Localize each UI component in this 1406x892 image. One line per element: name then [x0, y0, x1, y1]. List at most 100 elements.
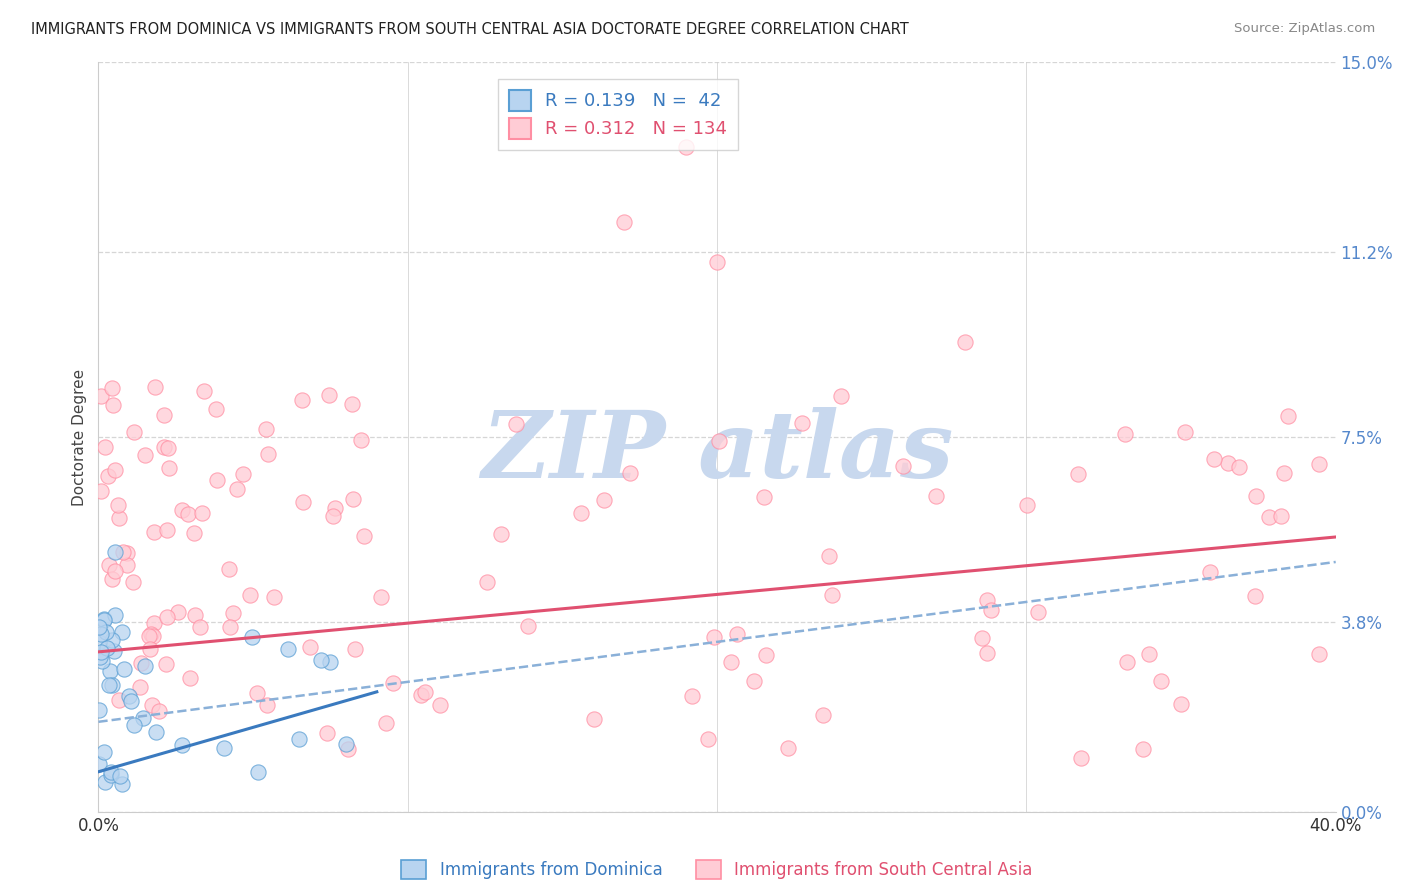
Point [90, 484, 112, 499]
Point [122, 718, 145, 732]
Point [107, 498, 129, 512]
Point [1227, 459, 1250, 474]
Point [813, 708, 835, 723]
Point [1067, 467, 1090, 481]
Point [97, 678, 120, 692]
Point [1015, 498, 1038, 512]
Point [100, 381, 122, 395]
Point [90, 389, 112, 403]
Point [143, 616, 166, 631]
Point [87, 634, 110, 648]
Point [108, 511, 131, 525]
Point [613, 215, 636, 229]
Point [179, 671, 201, 685]
Point [429, 698, 451, 712]
Point [830, 389, 852, 403]
Point [120, 693, 142, 707]
Point [299, 640, 322, 655]
Point [139, 641, 162, 656]
Point [703, 630, 725, 644]
Point [1150, 673, 1173, 688]
Point [138, 629, 160, 643]
Point [128, 681, 150, 695]
Point [93, 612, 115, 626]
Point [89, 649, 111, 664]
Point [619, 466, 641, 480]
Point [100, 633, 122, 648]
Point [291, 392, 314, 407]
Point [142, 629, 165, 643]
Point [221, 606, 243, 620]
Point [277, 642, 299, 657]
Point [93, 745, 115, 759]
Point [254, 422, 277, 436]
Point [1218, 456, 1240, 470]
Point [141, 698, 163, 713]
Point [891, 459, 914, 474]
Point [212, 741, 235, 756]
Point [582, 712, 605, 726]
Point [112, 662, 135, 676]
Point [322, 509, 344, 524]
Point [104, 607, 127, 622]
Point [152, 408, 174, 422]
Point [1115, 655, 1137, 669]
Point [183, 526, 205, 541]
Point [101, 398, 124, 412]
Point [246, 686, 269, 700]
Point [776, 740, 799, 755]
Point [1174, 425, 1197, 439]
Point [100, 765, 122, 780]
Point [148, 704, 170, 718]
Point [821, 588, 844, 602]
Point [90, 654, 112, 668]
Point [980, 603, 1002, 617]
Point [1277, 409, 1299, 424]
Point [103, 463, 125, 477]
Point [94, 440, 117, 454]
Point [101, 678, 124, 692]
Point [375, 716, 398, 731]
Point [1244, 589, 1267, 603]
Point [172, 502, 194, 516]
Point [157, 461, 180, 475]
Point [96, 640, 118, 655]
Point [110, 768, 132, 782]
Point [232, 467, 254, 481]
Point [706, 255, 728, 269]
Point [342, 491, 364, 506]
Point [118, 689, 141, 703]
Point [188, 620, 211, 634]
Point [1026, 605, 1049, 619]
Point [292, 495, 315, 509]
Point [382, 676, 405, 690]
Point [1114, 426, 1136, 441]
Point [288, 731, 311, 746]
Point [89, 756, 111, 771]
Point [122, 425, 145, 440]
Point [1258, 510, 1281, 524]
Point [115, 558, 138, 573]
Point [1244, 489, 1267, 503]
Point [115, 546, 138, 560]
Point [134, 658, 156, 673]
Point [184, 608, 207, 623]
Point [89, 619, 111, 633]
Point [100, 768, 122, 782]
Point [155, 657, 177, 671]
Point [205, 401, 228, 416]
Point [505, 417, 527, 432]
Point [218, 620, 240, 634]
Text: IMMIGRANTS FROM DOMINICA VS IMMIGRANTS FROM SOUTH CENTRAL ASIA DOCTORATE DEGREE : IMMIGRANTS FROM DOMINICA VS IMMIGRANTS F… [31, 22, 908, 37]
Text: ZIP atlas: ZIP atlas [481, 407, 953, 497]
Point [98, 665, 121, 679]
Point [319, 655, 342, 669]
Point [744, 673, 766, 688]
Point [90, 627, 112, 641]
Point [193, 384, 215, 398]
Point [143, 380, 166, 394]
Point [225, 482, 247, 496]
Point [155, 610, 177, 624]
Point [111, 624, 134, 639]
Point [156, 441, 179, 455]
